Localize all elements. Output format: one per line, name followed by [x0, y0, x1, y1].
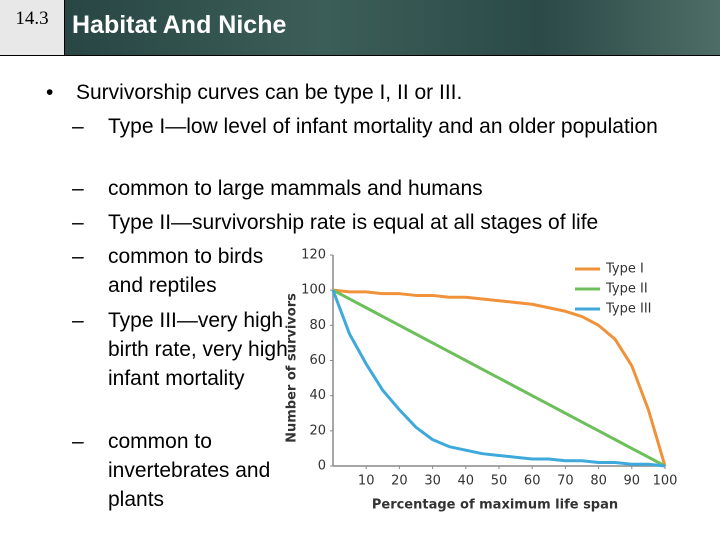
- y-axis-label: Number of survivors: [285, 293, 300, 443]
- sub-bullet-text: Type II—survivorship rate is equal at al…: [108, 211, 599, 234]
- x-tick-label: 100: [653, 474, 678, 489]
- y-tick-label: 120: [301, 248, 326, 263]
- bullet-text: Survivorship curves can be type I, II or…: [76, 81, 463, 104]
- sub-bullet-marker: –: [72, 245, 84, 268]
- series-line: [331, 289, 666, 468]
- sub-bullet-marker: –: [72, 177, 84, 200]
- y-tick-label: 60: [309, 353, 326, 368]
- legend-label: Type I: [605, 262, 644, 277]
- sub-bullet-marker: –: [72, 430, 84, 453]
- x-tick-label: 10: [358, 474, 375, 489]
- y-tick-label: 20: [309, 423, 326, 438]
- sub-bullet-marker: –: [72, 309, 84, 332]
- header-bar: [0, 0, 720, 56]
- chart: 0 20 40 60 80 100 120 10 20 30 40 50 60 70 80 90 100 Perc…: [285, 248, 678, 513]
- sub-bullet-marker: –: [72, 115, 84, 138]
- y-tick-label: 40: [309, 388, 326, 403]
- slide-title: Habitat And Niche: [72, 11, 287, 39]
- series-line: [332, 288, 666, 468]
- sub-bullet-text: Type III—very high birth rate, very high…: [108, 309, 288, 390]
- sub-bullet-text: Type I—low level of infant mortality and…: [108, 115, 658, 138]
- x-tick-label: 50: [491, 474, 508, 489]
- legend-label: Type II: [605, 282, 648, 297]
- y-tick-label: 0: [318, 459, 326, 474]
- bullet-marker: •: [46, 81, 54, 104]
- y-tick-label: 100: [301, 283, 326, 298]
- y-tick-label: 80: [309, 318, 326, 333]
- sub-bullet-text: common to invertebrates and plants: [108, 430, 271, 511]
- legend-label: Type III: [605, 302, 652, 317]
- sub-bullet-text: common to large mammals and humans: [108, 177, 483, 200]
- x-tick-label: 60: [524, 474, 541, 489]
- x-tick-label: 40: [458, 474, 475, 489]
- x-tick-label: 20: [391, 474, 408, 489]
- sub-bullet-marker: –: [72, 211, 84, 234]
- sub-bullet-text: common to birds and reptiles: [108, 245, 264, 297]
- x-axis-label: Percentage of maximum life span: [372, 498, 618, 513]
- x-tick-label: 70: [557, 474, 574, 489]
- x-tick-label: 80: [590, 474, 607, 489]
- x-tick-label: 90: [624, 474, 641, 489]
- series-line: [332, 288, 667, 467]
- section-number: 14.3: [0, 0, 65, 55]
- x-tick-label: 30: [424, 474, 441, 489]
